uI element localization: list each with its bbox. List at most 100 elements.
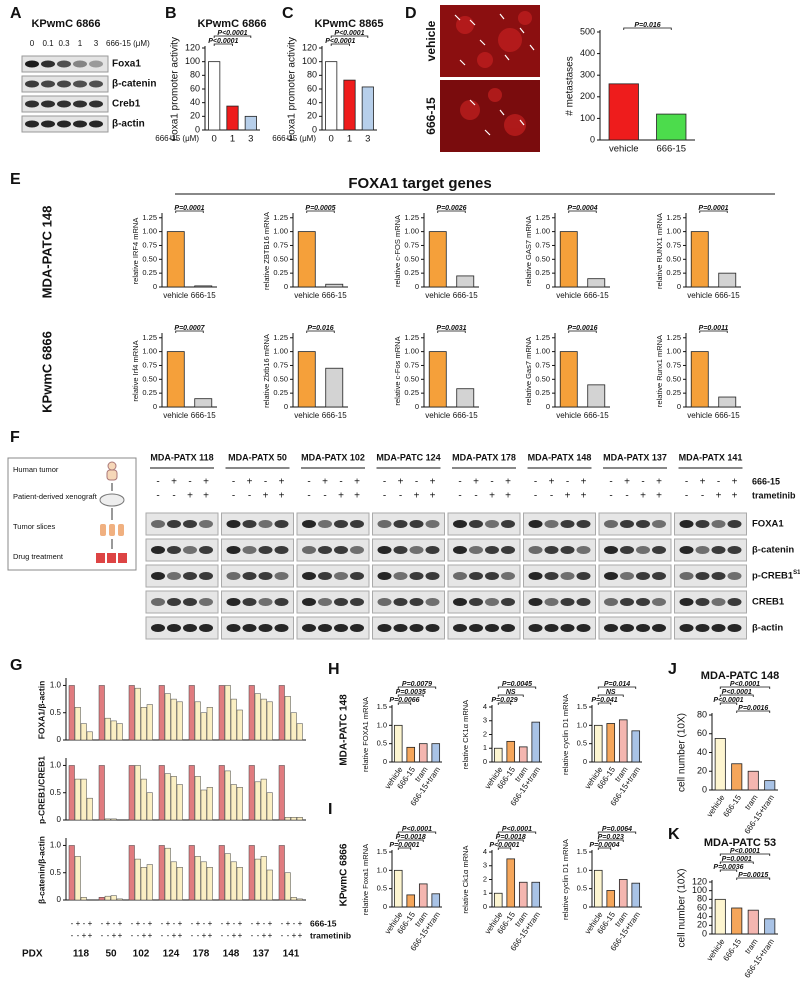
- blot-band: [727, 546, 742, 554]
- x-tick-label: vehicle: [556, 411, 581, 420]
- bar: [116, 898, 123, 901]
- y-tick-label: 0: [284, 282, 288, 291]
- blot-band: [604, 546, 618, 554]
- y-tick-label: 1.5: [377, 847, 387, 856]
- treatment-sign: +: [118, 919, 123, 928]
- x-tick-label: 666-15: [584, 411, 609, 420]
- treatment-sign: +: [656, 477, 662, 488]
- bar: [631, 882, 641, 908]
- y-tick-label: 0.50: [273, 374, 288, 383]
- treatment-sign: +: [106, 919, 111, 928]
- y-tick-label: 0.25: [273, 268, 288, 277]
- blot-band: [501, 598, 515, 606]
- p-value: P=0.0016: [738, 705, 768, 712]
- x-tick-label: 666-15: [453, 291, 478, 300]
- sig-bracket: [719, 686, 771, 689]
- treatment-sign: +: [247, 477, 253, 488]
- blot-band: [151, 572, 165, 580]
- bar: [747, 770, 759, 791]
- bar: [254, 693, 261, 741]
- treatment-sign: +: [565, 491, 571, 502]
- sig-bracket: [397, 702, 412, 705]
- bar: [194, 776, 201, 821]
- bar: [248, 685, 255, 741]
- blot-band: [425, 624, 440, 632]
- blot-band: [226, 624, 241, 632]
- y-tick-label: 0.25: [142, 388, 157, 397]
- x-tick-label: vehicle: [687, 411, 712, 420]
- treatment-sign: -: [107, 931, 110, 940]
- blot-strip: [598, 590, 672, 614]
- x-tick-label: 666-15: [191, 411, 216, 420]
- treatment-sign: -: [609, 477, 612, 488]
- bar: [631, 730, 641, 763]
- y-tick-label: 120: [692, 876, 707, 886]
- treatment-sign: -: [83, 919, 86, 928]
- bar: [284, 817, 291, 821]
- p-value: P=0.0001: [389, 842, 419, 849]
- x-axis-label: 666-15 (μM): [272, 134, 316, 143]
- treatment-sign: -: [156, 491, 159, 502]
- bar: [166, 351, 185, 408]
- treatment-sign: +: [142, 931, 147, 940]
- blot-band: [226, 520, 241, 528]
- p-value: P<0.0001: [325, 38, 355, 45]
- bar: [559, 231, 578, 288]
- blot-strip: [145, 538, 219, 562]
- treatment-sign: +: [76, 919, 81, 928]
- p-value: P=0.0001: [698, 205, 728, 212]
- treatment-sign: +: [268, 931, 273, 940]
- blot-band: [57, 120, 71, 128]
- x-tick-label: 124: [163, 949, 180, 960]
- bar: [140, 867, 147, 901]
- bar: [218, 845, 225, 901]
- chart-title: KPwmC 6866: [197, 18, 266, 30]
- y-tick-label: 0: [546, 282, 550, 291]
- blot-band: [350, 598, 364, 606]
- y-tick-label: 1.0: [50, 761, 62, 770]
- bar: [278, 845, 285, 901]
- treatment-sign: +: [88, 919, 93, 928]
- y-tick-label: 0: [284, 402, 288, 411]
- blot-band: [485, 546, 499, 554]
- x-tick-label: 666-15: [721, 793, 743, 819]
- y-tick-label: 0: [195, 124, 200, 134]
- blot-strip: [372, 512, 445, 536]
- p-value: P<0.0001: [217, 30, 247, 37]
- x-tick-label: 666-15: [453, 411, 478, 420]
- treatment-sign: +: [430, 491, 436, 502]
- x-tick-label: 118: [73, 949, 90, 960]
- bar: [278, 765, 285, 821]
- y-tick-label: 20: [190, 111, 200, 121]
- bar: [164, 693, 171, 741]
- bar: [587, 384, 606, 408]
- blot-band: [469, 520, 483, 528]
- sig-bracket: [568, 330, 597, 333]
- bar: [718, 396, 737, 408]
- dose-label: 3: [94, 39, 99, 48]
- blot-band: [334, 520, 348, 528]
- sig-bracket: [437, 210, 466, 213]
- y-tick-label: 0: [583, 757, 587, 766]
- blot-strip: [674, 590, 747, 614]
- bar: [418, 883, 428, 908]
- p-value: P<0.0001: [502, 826, 532, 833]
- blot-strip: [523, 564, 596, 588]
- treatment-sign: +: [208, 919, 213, 928]
- bar: [224, 770, 231, 821]
- y-tick-label: 1.25: [666, 333, 681, 342]
- treatment-sign: -: [173, 919, 176, 928]
- blot-band: [469, 598, 483, 606]
- blot-strip: [598, 538, 672, 562]
- blot-band: [409, 546, 424, 554]
- x-tick-label: 666-15: [656, 144, 686, 155]
- treatment-sign: -: [701, 491, 704, 502]
- bar: [104, 895, 111, 901]
- blot-band: [453, 598, 467, 606]
- blot-band: [620, 624, 634, 632]
- blot-band: [25, 100, 39, 108]
- sig-bracket: [597, 702, 612, 705]
- blot-band: [350, 572, 364, 580]
- treatment-sign: -: [685, 477, 688, 488]
